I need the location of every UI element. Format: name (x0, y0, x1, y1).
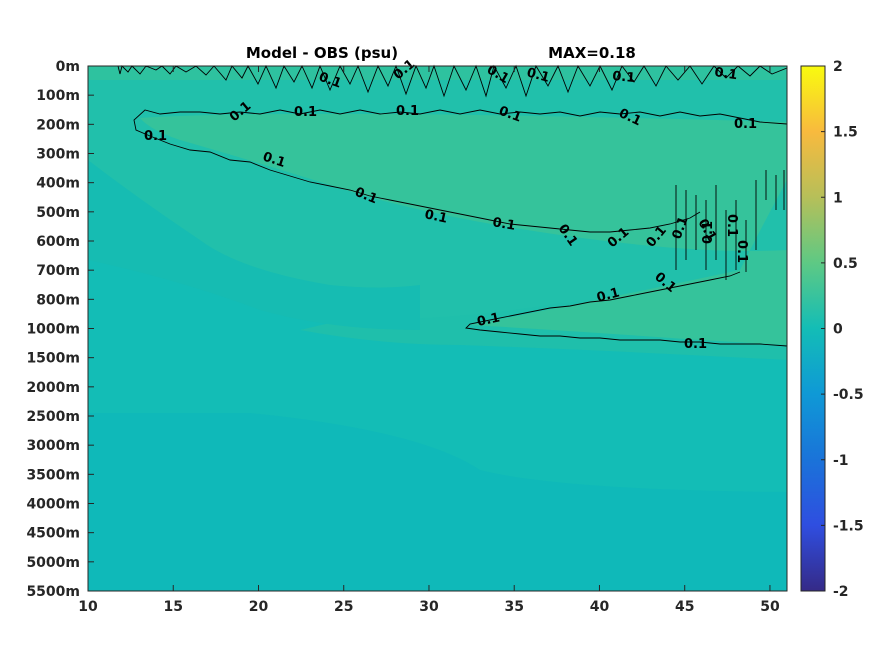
contour-label: 0.1 (396, 104, 419, 119)
colorbar: 2 1.5 1 0.5 0 -0.5 -1 -1.5 -2 (800, 59, 864, 600)
contour-label: 0.1 (670, 215, 692, 242)
colorbar-tick-label: 1 (833, 190, 843, 206)
y-tick-label: 500m (36, 205, 80, 221)
contour-label: 0.1 (701, 221, 716, 244)
colorbar-tick-label: 0.5 (833, 256, 858, 272)
y-tick-label: 400m (36, 176, 80, 192)
x-tick-label: 30 (419, 599, 439, 615)
y-tick-label: 700m (36, 263, 80, 279)
contour-label: 0.1 (491, 215, 516, 234)
colorbar-tick-label: 0 (833, 322, 843, 338)
field-upper-left-neutral (88, 160, 420, 330)
y-tick-label: 3000m (26, 438, 80, 454)
contour-mid-loop (465, 271, 788, 347)
x-tick-label: 10 (78, 599, 98, 615)
contour-right-spikes (675, 170, 785, 280)
contour-label: 0.1 (294, 105, 317, 120)
contour-label: 0.1 (423, 207, 449, 226)
colorbar-tick-label: -1 (833, 453, 849, 469)
contour-label: 0.1 (317, 70, 344, 92)
contour-label: 0.1 (684, 337, 707, 352)
y-axis: 0m 100m 200m 300m 400m 500m 600m 700m 800m 1000m 1… (26, 59, 94, 600)
field-top-band (88, 66, 787, 80)
y-tick-label: 300m (36, 147, 80, 163)
colorbar-ticks: 2 1.5 1 0.5 0 -0.5 -1 -1.5 -2 (821, 59, 864, 600)
x-tick-label: 50 (760, 599, 780, 615)
y-tick-label: 200m (36, 117, 80, 133)
chart-title: Model - OBS (psu) (246, 44, 398, 62)
contour-label: 0.1 (476, 310, 502, 329)
y-tick-label: 100m (36, 88, 80, 104)
colorbar-tick-label: -1.5 (833, 518, 864, 534)
y-tick-label: 3500m (26, 467, 80, 483)
y-tick-label: 2500m (26, 409, 80, 425)
contour-label: 0.1 (595, 285, 621, 305)
x-tick-label: 35 (504, 599, 523, 615)
colorbar-tick-label: 1.5 (833, 125, 858, 141)
x-tick-label: 45 (675, 599, 694, 615)
colorbar-tick-label: -2 (833, 584, 849, 600)
field-above-threshold-region (140, 113, 787, 345)
y-tick-label: 5000m (26, 555, 80, 571)
contour-label: 0.1 (612, 69, 636, 86)
x-tick-label: 25 (334, 599, 353, 615)
y-tick-label: 0m (56, 59, 80, 75)
contour-surface (117, 64, 788, 98)
y-tick-label: 5500m (26, 584, 80, 600)
x-tick-label: 40 (590, 599, 610, 615)
heatmap-field (88, 66, 787, 591)
field-deep-region (88, 413, 787, 591)
contour-label: 0.1 (144, 129, 167, 144)
y-tick-label: 1500m (26, 351, 80, 367)
contour-upper-loop (133, 109, 788, 233)
contour-lines (117, 64, 788, 347)
colorbar-tick-label: 2 (833, 59, 843, 75)
max-label: MAX=0.18 (548, 44, 636, 62)
contour-label: 0.1 (713, 65, 738, 83)
x-tick-label: 15 (164, 599, 183, 615)
contour-label: 0.1 (261, 150, 288, 171)
x-tick-label: 20 (249, 599, 269, 615)
contour-label: 0.1 (734, 240, 749, 263)
x-axis: 10 15 20 25 30 35 40 45 50 (78, 66, 780, 615)
contour-label: 0.1 (724, 214, 739, 237)
y-tick-label: 4500m (26, 526, 80, 542)
y-tick-label: 800m (36, 292, 80, 308)
colorbar-tick-label: -0.5 (833, 387, 864, 403)
y-tick-label: 4000m (26, 497, 80, 513)
y-tick-label: 2000m (26, 380, 80, 396)
contour-label: 0.1 (525, 65, 551, 85)
contour-label: 0.1 (734, 117, 757, 132)
y-tick-label: 1000m (26, 322, 80, 338)
contour-label: 0.1 (497, 104, 524, 126)
y-tick-label: 600m (36, 234, 80, 250)
